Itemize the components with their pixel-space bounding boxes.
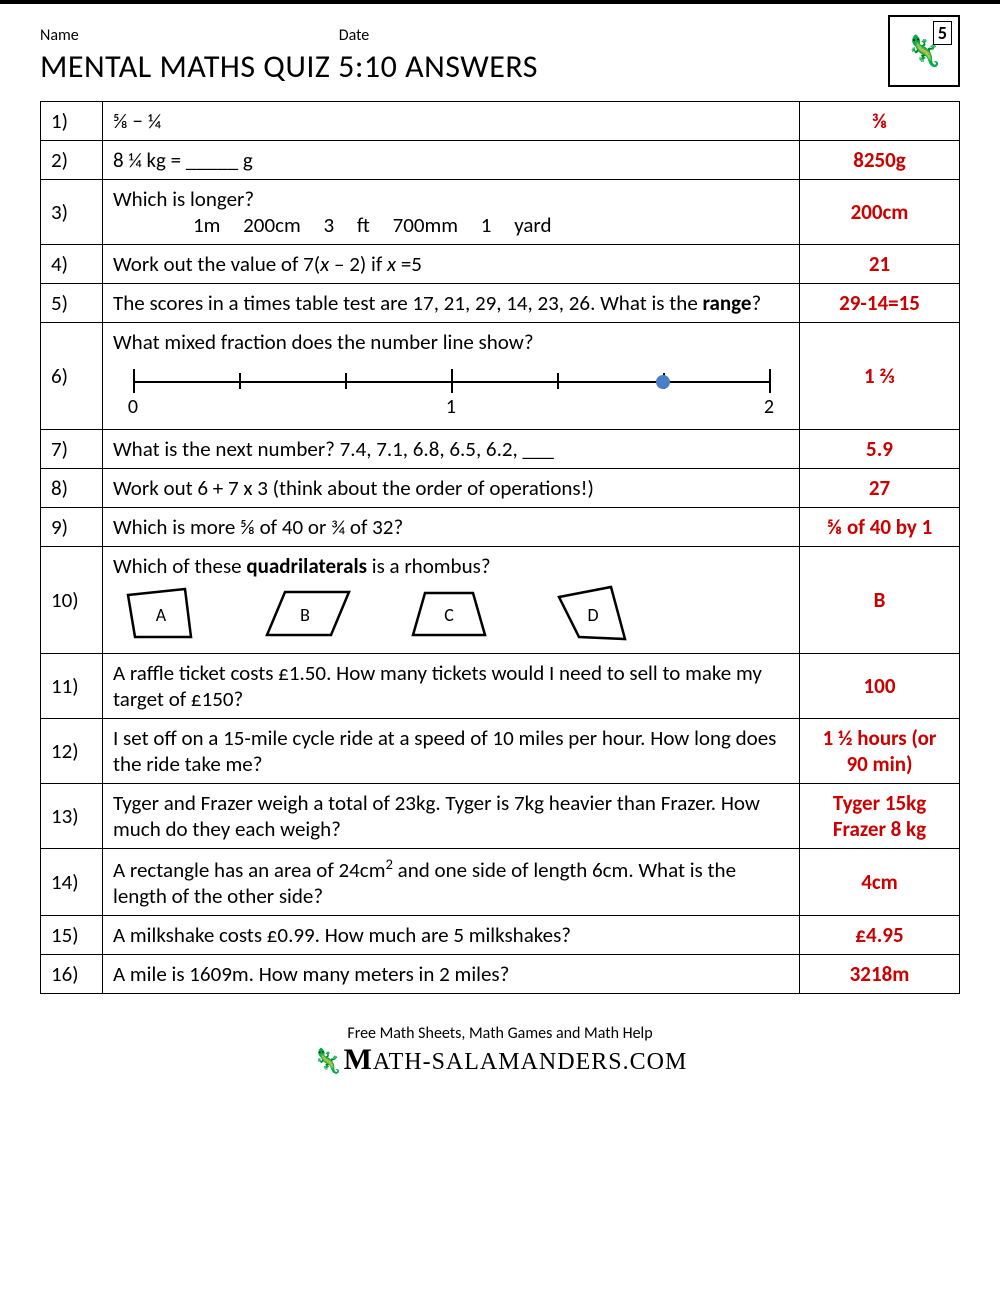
table-row: 4)Work out the value of 7(x – 2) if x =5…	[41, 245, 960, 284]
question-cell: A raffle ticket costs £1.50. How many ti…	[103, 654, 800, 719]
question-cell: Work out 6 + 7 x 3 (think about the orde…	[103, 469, 800, 508]
answer-cell: 29-14=15	[800, 284, 960, 323]
question-cell: 8 ¼ kg = _____ g	[103, 141, 800, 180]
footer: Free Math Sheets, Math Games and Math He…	[40, 1024, 960, 1077]
page-title: MENTAL MATHS QUIZ 5:10 ANSWERS	[40, 47, 538, 86]
answer-cell: ⅜	[800, 102, 960, 141]
question-number: 11)	[41, 654, 103, 719]
question-number: 8)	[41, 469, 103, 508]
svg-text:A: A	[156, 604, 167, 626]
question-number: 16)	[41, 955, 103, 994]
question-cell: A milkshake costs £0.99. How much are 5 …	[103, 916, 800, 955]
question-cell: Which of these quadrilaterals is a rhomb…	[103, 547, 800, 654]
table-row: 14)A rectangle has an area of 24cm2 and …	[41, 849, 960, 916]
footer-site: 🦎MATH-SALAMANDERS.COM	[40, 1043, 960, 1077]
question-cell: A rectangle has an area of 24cm2 and one…	[103, 849, 800, 916]
question-cell: What mixed fraction does the number line…	[103, 323, 800, 430]
number-line: 012	[133, 363, 769, 419]
name-date-row: Name Date	[40, 22, 960, 45]
answer-cell: 4cm	[800, 849, 960, 916]
question-cell: Which is more ⅝ of 40 or ¾ of 32?	[103, 508, 800, 547]
answer-cell: 21	[800, 245, 960, 284]
date-label: Date	[339, 26, 370, 45]
answer-cell: Tyger 15kg Frazer 8 kg	[800, 784, 960, 849]
question-number: 6)	[41, 323, 103, 430]
numberline-label: 2	[764, 395, 774, 419]
worksheet-page: Name Date MENTAL MATHS QUIZ 5:10 ANSWERS…	[0, 0, 1000, 1107]
question-number: 2)	[41, 141, 103, 180]
shape-icon: A	[123, 587, 207, 643]
answer-cell: ⅝ of 40 by 1	[800, 508, 960, 547]
answer-cell: B	[800, 547, 960, 654]
answer-cell: 8250g	[800, 141, 960, 180]
question-number: 7)	[41, 430, 103, 469]
question-number: 9)	[41, 508, 103, 547]
table-row: 8)Work out 6 + 7 x 3 (think about the or…	[41, 469, 960, 508]
table-row: 2)8 ¼ kg = _____ g8250g	[41, 141, 960, 180]
salamander-icon: 🦎	[313, 1049, 344, 1075]
quiz-table: 1)⅝ − ¼⅜2)8 ¼ kg = _____ g8250g3)Which i…	[40, 101, 960, 994]
title-row: MENTAL MATHS QUIZ 5:10 ANSWERS 🦎 5	[40, 45, 960, 87]
question-number: 3)	[41, 180, 103, 245]
question-cell: What is the next number? 7.4, 7.1, 6.8, …	[103, 430, 800, 469]
question-number: 15)	[41, 916, 103, 955]
shape-icon: D	[555, 587, 639, 643]
answer-cell: £4.95	[800, 916, 960, 955]
answer-cell: 5.9	[800, 430, 960, 469]
table-row: 5)The scores in a times table test are 1…	[41, 284, 960, 323]
question-text: Which is longer?	[113, 186, 789, 212]
question-options: 1m 200cm 3 ft 700mm 1 yard	[113, 212, 789, 238]
table-row: 1)⅝ − ¼⅜	[41, 102, 960, 141]
table-row: 3)Which is longer?1m 200cm 3 ft 700mm 1 …	[41, 180, 960, 245]
table-row: 12)I set off on a 15-mile cycle ride at …	[41, 719, 960, 784]
table-row: 13)Tyger and Frazer weigh a total of 23k…	[41, 784, 960, 849]
question-cell: A mile is 1609m. How many meters in 2 mi…	[103, 955, 800, 994]
svg-text:B: B	[300, 604, 310, 626]
question-text: What mixed fraction does the number line…	[113, 329, 789, 355]
shape-icon: C	[411, 587, 495, 643]
question-number: 5)	[41, 284, 103, 323]
quadrilateral-option: C	[411, 587, 495, 643]
table-row: 16)A mile is 1609m. How many meters in 2…	[41, 955, 960, 994]
svg-text:C: C	[444, 604, 454, 626]
numberline-label: 0	[128, 395, 138, 419]
question-number: 14)	[41, 849, 103, 916]
answer-cell: 100	[800, 654, 960, 719]
shape-icon: B	[267, 587, 351, 643]
svg-text:D: D	[587, 604, 598, 626]
question-number: 1)	[41, 102, 103, 141]
question-cell: Tyger and Frazer weigh a total of 23kg. …	[103, 784, 800, 849]
table-row: 10) Which of these quadrilaterals is a rh…	[41, 547, 960, 654]
question-text: Which of these quadrilaterals is a rhomb…	[113, 553, 789, 579]
question-number: 12)	[41, 719, 103, 784]
question-number: 10)	[41, 547, 103, 654]
table-row: 11)A raffle ticket costs £1.50. How many…	[41, 654, 960, 719]
answer-cell: 3218m	[800, 955, 960, 994]
table-row: 15)A milkshake costs £0.99. How much are…	[41, 916, 960, 955]
quadrilateral-option: A	[123, 587, 207, 643]
answer-cell: 200cm	[800, 180, 960, 245]
quadrilateral-option: B	[267, 587, 351, 643]
numberline-dot	[656, 375, 670, 389]
question-cell: The scores in a times table test are 17,…	[103, 284, 800, 323]
question-cell: I set off on a 15-mile cycle ride at a s…	[103, 719, 800, 784]
answer-cell: 27	[800, 469, 960, 508]
footer-tagline: Free Math Sheets, Math Games and Math He…	[40, 1024, 960, 1043]
table-row: 6) What mixed fraction does the number li…	[41, 323, 960, 430]
question-number: 4)	[41, 245, 103, 284]
question-cell: ⅝ − ¼	[103, 102, 800, 141]
quadrilaterals-row: A B C D	[113, 579, 789, 647]
numberline-label: 1	[446, 395, 456, 419]
answer-cell: 1 ½ hours (or 90 min)	[800, 719, 960, 784]
grade-logo: 🦎 5	[888, 15, 960, 87]
grade-badge: 5	[933, 21, 952, 45]
answer-cell: 1 ⅔	[800, 323, 960, 430]
question-cell: Work out the value of 7(x – 2) if x =5	[103, 245, 800, 284]
table-row: 9)Which is more ⅝ of 40 or ¾ of 32?⅝ of …	[41, 508, 960, 547]
table-row: 7)What is the next number? 7.4, 7.1, 6.8…	[41, 430, 960, 469]
quadrilateral-option: D	[555, 587, 639, 643]
question-cell: Which is longer?1m 200cm 3 ft 700mm 1 ya…	[103, 180, 800, 245]
name-label: Name	[40, 26, 79, 45]
question-number: 13)	[41, 784, 103, 849]
